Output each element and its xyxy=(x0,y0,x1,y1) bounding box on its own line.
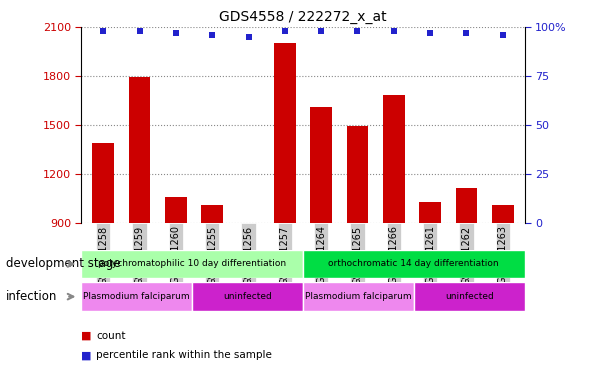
Bar xyxy=(128,78,150,223)
Point xyxy=(425,30,435,36)
Bar xyxy=(274,43,295,223)
Point xyxy=(280,28,289,34)
Point xyxy=(207,31,217,38)
Point xyxy=(317,28,326,34)
Bar xyxy=(165,197,187,223)
Text: uninfected: uninfected xyxy=(223,292,272,301)
Bar xyxy=(414,282,525,311)
Bar xyxy=(383,95,405,223)
Bar xyxy=(303,282,414,311)
Text: development stage: development stage xyxy=(6,258,121,270)
Title: GDS4558 / 222272_x_at: GDS4558 / 222272_x_at xyxy=(219,10,387,25)
Bar xyxy=(311,107,332,223)
Bar xyxy=(456,189,478,223)
Bar xyxy=(192,282,303,311)
Point xyxy=(244,34,253,40)
Point xyxy=(134,28,144,34)
Point xyxy=(498,31,508,38)
Point xyxy=(462,30,472,36)
Bar xyxy=(492,205,514,223)
Bar xyxy=(347,126,368,223)
Text: polychromatophilic 10 day differentiation: polychromatophilic 10 day differentiatio… xyxy=(98,260,286,268)
Text: count: count xyxy=(96,331,126,341)
Bar xyxy=(303,250,525,278)
Bar xyxy=(81,282,192,311)
Bar xyxy=(419,202,441,223)
Bar xyxy=(238,223,259,228)
Text: ■: ■ xyxy=(81,331,92,341)
Text: uninfected: uninfected xyxy=(445,292,494,301)
Bar xyxy=(201,205,223,223)
Point xyxy=(353,28,362,34)
Bar xyxy=(81,250,303,278)
Text: percentile rank within the sample: percentile rank within the sample xyxy=(96,350,273,360)
Text: Plasmodium falciparum: Plasmodium falciparum xyxy=(305,292,412,301)
Point xyxy=(98,28,108,34)
Point xyxy=(389,28,399,34)
Bar xyxy=(92,143,114,223)
Text: Plasmodium falciparum: Plasmodium falciparum xyxy=(83,292,190,301)
Text: ■: ■ xyxy=(81,350,92,360)
Point xyxy=(171,30,181,36)
Text: orthochromatic 14 day differentiation: orthochromatic 14 day differentiation xyxy=(329,260,499,268)
Text: infection: infection xyxy=(6,290,57,303)
